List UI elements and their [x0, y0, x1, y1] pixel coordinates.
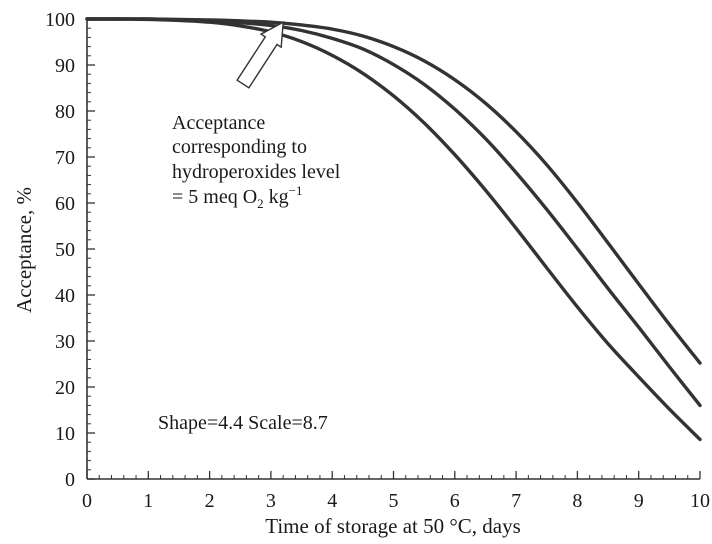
annotation-arrow [236, 20, 285, 89]
y-tick-label: 40 [55, 285, 75, 307]
minor-ticks [87, 27, 689, 479]
x-axis-title: Time of storage at 50 °C, days [265, 514, 521, 538]
series-lines [85, 17, 702, 442]
arrow-icon [236, 20, 285, 89]
x-tick-labels: 0 1 2 3 4 5 6 7 8 9 10 [82, 490, 710, 512]
x-tick-label: 5 [389, 490, 399, 512]
annotation-text: Acceptance corresponding to hydroperoxid… [172, 112, 341, 211]
y-tick-labels: 0 10 20 30 40 50 60 70 80 90 100 [45, 9, 75, 491]
y-tick-label: 90 [55, 55, 75, 77]
y-tick-label: 50 [55, 239, 75, 261]
x-tick-label: 9 [634, 490, 644, 512]
formula-prefix: = 5 meq O [172, 186, 257, 208]
x-tick-label: 8 [572, 490, 582, 512]
y-axis-title: Acceptance, % [12, 187, 36, 313]
y-tick-label: 80 [55, 101, 75, 123]
formula-subscript: 2 [257, 196, 264, 211]
annotation-line-4: = 5 meq O2 kg−1 [172, 183, 303, 211]
y-tick-label: 10 [55, 423, 75, 445]
series-line-1 [85, 17, 702, 442]
major-ticks [86, 18, 701, 480]
y-tick-label: 70 [55, 147, 75, 169]
series-line-2 [85, 17, 702, 408]
y-tick-label: 30 [55, 331, 75, 353]
formula-middle: kg [264, 186, 289, 208]
annotation-line-3: hydroperoxides level [172, 161, 341, 183]
x-tick-label: 2 [205, 490, 215, 512]
annotation-line-1: Acceptance [172, 112, 265, 134]
x-tick-label: 3 [266, 490, 276, 512]
axes [86, 19, 700, 480]
x-tick-label: 4 [327, 490, 337, 512]
y-tick-label: 20 [55, 377, 75, 399]
annotation-line-2: corresponding to [172, 136, 307, 158]
y-tick-label: 0 [65, 469, 75, 491]
x-tick-label: 6 [450, 490, 460, 512]
y-tick-label: 100 [45, 9, 75, 31]
x-tick-label: 10 [690, 490, 710, 512]
x-tick-label: 7 [511, 490, 521, 512]
x-tick-label: 1 [143, 490, 153, 512]
series-line-3 [85, 17, 702, 365]
formula-superscript: −1 [289, 183, 303, 198]
y-tick-label: 60 [55, 193, 75, 215]
shape-scale-label: Shape=4.4 Scale=8.7 [158, 412, 328, 434]
x-tick-label: 0 [82, 490, 92, 512]
